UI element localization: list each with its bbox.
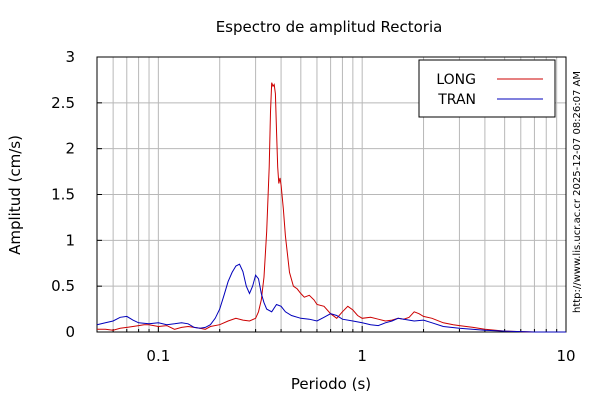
y-tick-label: 1.5 — [51, 186, 75, 204]
chart-title: Espectro de amplitud Rectoria — [216, 18, 443, 36]
y-tick-label: 3 — [65, 48, 75, 66]
y-tick-label: 0.5 — [51, 277, 75, 295]
x-tick-label: 1 — [357, 347, 367, 365]
tick-labels: 0 0.5 1 1.5 2 2.5 3 0.1 1 10 — [51, 48, 575, 365]
y-axis-label: Amplitud (cm/s) — [6, 135, 24, 255]
x-tick-label: 10 — [556, 347, 575, 365]
x-tick-label: 0.1 — [146, 347, 170, 365]
y-tick-label: 2.5 — [51, 94, 75, 112]
y-tick-label: 1 — [65, 231, 75, 249]
series-line-tran — [96, 263, 566, 333]
legend-label-long: LONG — [436, 72, 476, 88]
grid — [97, 57, 566, 332]
legend: LONG TRAN — [418, 59, 556, 118]
series-group — [96, 82, 566, 333]
series-line-long — [97, 82, 566, 333]
y-tick-label: 0 — [65, 323, 75, 341]
x-axis-label: Periodo (s) — [291, 375, 371, 393]
legend-label-tran: TRAN — [437, 92, 476, 108]
y-tick-label: 2 — [65, 140, 75, 158]
source-timestamp-label: http://www.lis.ucr.ac.cr 2025-12-07 08:2… — [572, 71, 583, 313]
legend-box — [418, 59, 556, 118]
